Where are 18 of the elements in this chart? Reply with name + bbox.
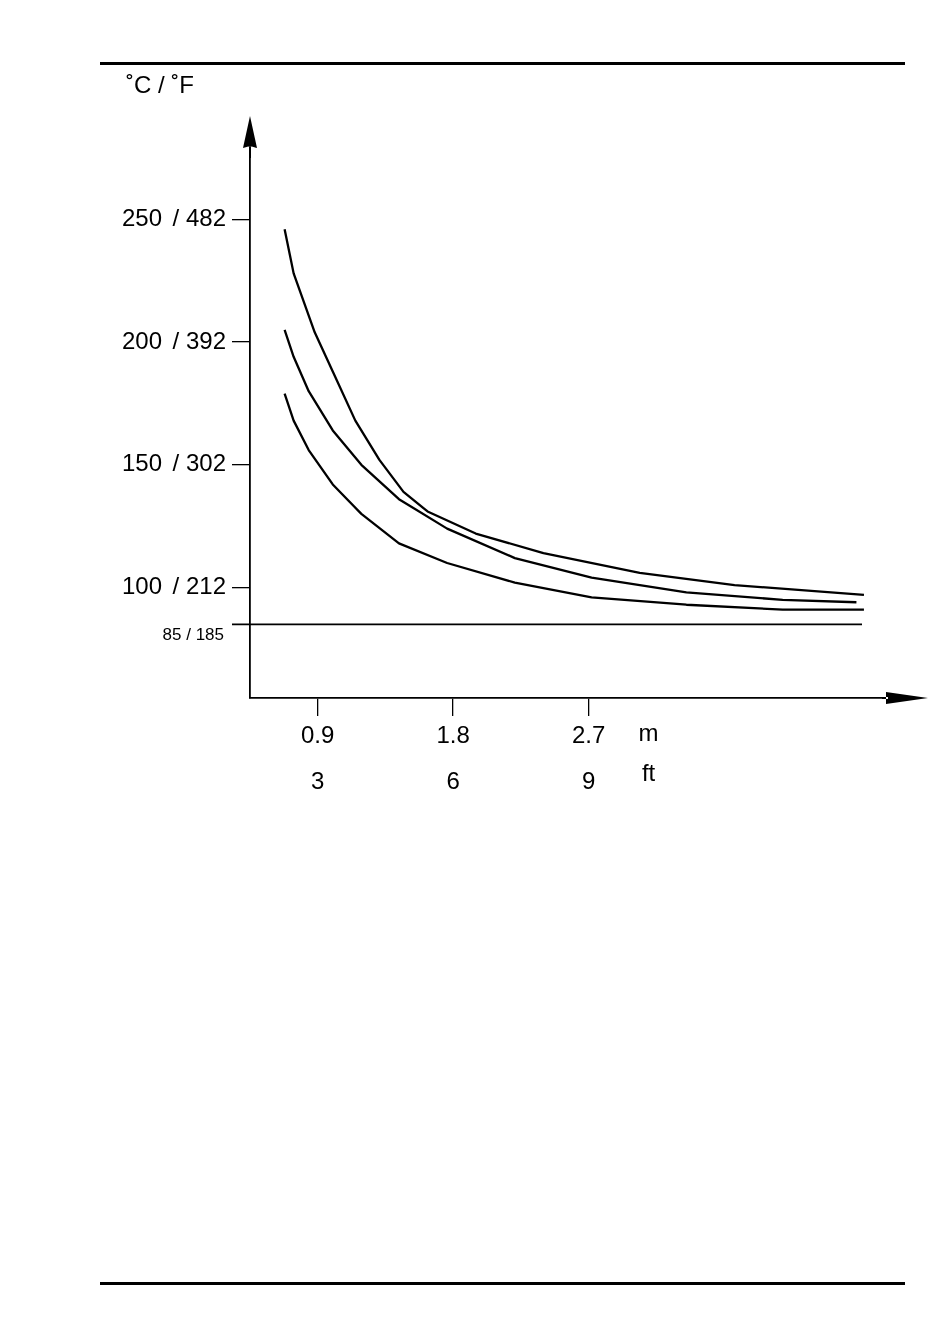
x2-axis-title: ft — [641, 758, 656, 786]
x2-tick-label: 3 — [311, 767, 325, 795]
y-tick-label: 250 — [121, 203, 162, 231]
x2-tick-label: 6 — [446, 767, 460, 795]
ref-line-label: 85 / 185 — [162, 624, 224, 644]
y2-tick-label: / 212 — [172, 572, 226, 600]
y-tick-label: 150 — [121, 449, 162, 477]
y-tick-label: 200 — [121, 326, 162, 354]
y2-tick-label: / 302 — [172, 449, 226, 477]
x-tick-label: 1.8 — [436, 721, 470, 749]
x2-tick-label: 9 — [581, 767, 596, 795]
x-tick-label: 2.7 — [571, 721, 606, 749]
y-tick-label: 100 — [121, 572, 162, 600]
x-tick-label: 0.9 — [301, 721, 335, 749]
x-axis-title: m — [638, 718, 659, 746]
y-axis-title: ˚C / ˚F — [126, 70, 194, 98]
y2-tick-label: / 482 — [172, 203, 226, 231]
y2-tick-label: / 392 — [172, 326, 226, 354]
